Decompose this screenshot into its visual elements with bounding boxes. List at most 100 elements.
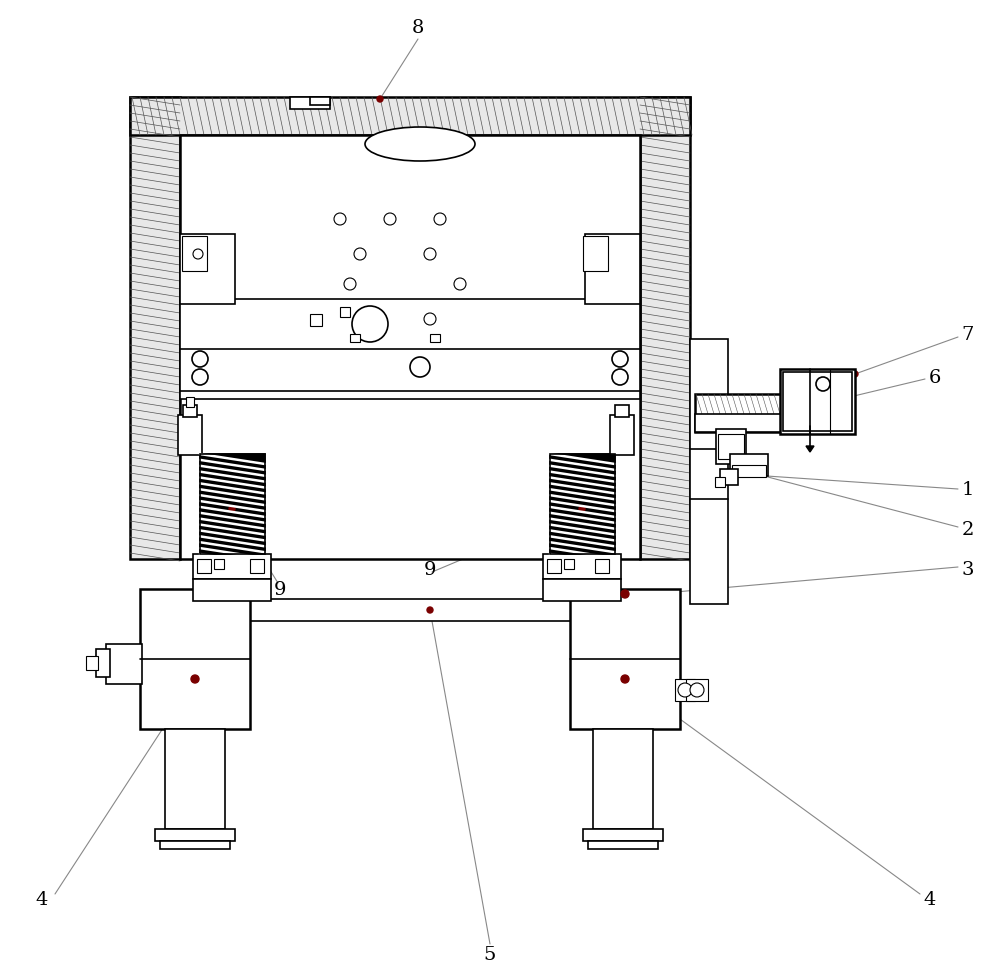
- Bar: [585, 235, 640, 305]
- Bar: [183, 406, 197, 418]
- Circle shape: [192, 370, 208, 385]
- Circle shape: [384, 214, 396, 226]
- Bar: [200, 455, 265, 555]
- Circle shape: [344, 279, 356, 290]
- Circle shape: [192, 352, 208, 368]
- Bar: [350, 334, 360, 342]
- Bar: [610, 416, 634, 456]
- Circle shape: [424, 314, 436, 326]
- Circle shape: [229, 507, 235, 512]
- Bar: [640, 98, 690, 559]
- Polygon shape: [806, 447, 814, 453]
- Circle shape: [424, 248, 436, 261]
- Bar: [250, 559, 264, 573]
- Bar: [730, 455, 768, 476]
- Text: 9: 9: [274, 580, 286, 599]
- Circle shape: [193, 249, 203, 260]
- Bar: [180, 350, 640, 391]
- Bar: [550, 455, 615, 555]
- Circle shape: [612, 370, 628, 385]
- Circle shape: [427, 607, 433, 613]
- Bar: [160, 841, 230, 849]
- Circle shape: [377, 97, 383, 103]
- Circle shape: [191, 676, 199, 684]
- Circle shape: [410, 358, 430, 378]
- Bar: [178, 416, 202, 456]
- Bar: [695, 394, 800, 432]
- Circle shape: [816, 378, 830, 391]
- Text: 1: 1: [962, 480, 974, 499]
- Bar: [310, 98, 330, 106]
- Bar: [180, 235, 235, 305]
- Bar: [595, 559, 609, 573]
- Bar: [588, 841, 658, 849]
- Bar: [615, 406, 629, 418]
- Circle shape: [579, 507, 585, 512]
- Bar: [695, 415, 800, 432]
- Bar: [780, 370, 855, 434]
- Bar: [182, 237, 207, 272]
- Bar: [214, 559, 224, 569]
- Circle shape: [434, 214, 446, 226]
- Bar: [715, 477, 725, 487]
- Bar: [593, 730, 653, 829]
- Bar: [200, 455, 265, 555]
- Bar: [197, 559, 211, 573]
- Bar: [86, 656, 98, 670]
- Circle shape: [334, 214, 346, 226]
- Circle shape: [807, 404, 813, 410]
- Circle shape: [621, 591, 629, 599]
- Bar: [716, 429, 746, 465]
- Bar: [193, 579, 271, 601]
- Circle shape: [354, 248, 366, 261]
- Circle shape: [678, 684, 692, 697]
- Bar: [686, 680, 708, 701]
- Text: 5: 5: [484, 945, 496, 963]
- Text: 3: 3: [962, 560, 974, 578]
- Bar: [290, 98, 330, 110]
- Bar: [583, 237, 608, 272]
- Circle shape: [454, 279, 466, 290]
- Ellipse shape: [365, 128, 475, 161]
- Bar: [310, 315, 322, 327]
- Text: 2: 2: [962, 520, 974, 539]
- Circle shape: [612, 352, 628, 368]
- Bar: [165, 730, 225, 829]
- Bar: [718, 434, 744, 460]
- Bar: [675, 680, 695, 701]
- Bar: [720, 469, 738, 485]
- Bar: [180, 299, 640, 400]
- Bar: [543, 579, 621, 601]
- Circle shape: [621, 676, 629, 684]
- Bar: [180, 136, 640, 559]
- Bar: [340, 308, 350, 318]
- Bar: [547, 559, 561, 573]
- Bar: [130, 98, 690, 136]
- Bar: [564, 559, 574, 569]
- Text: 9: 9: [424, 560, 436, 578]
- Bar: [155, 829, 235, 841]
- Bar: [106, 645, 142, 685]
- Circle shape: [690, 684, 704, 697]
- Text: 4: 4: [924, 890, 936, 908]
- Bar: [140, 590, 250, 730]
- Circle shape: [745, 471, 751, 477]
- Bar: [550, 455, 615, 555]
- Bar: [690, 339, 728, 604]
- Bar: [186, 398, 194, 408]
- Bar: [430, 334, 440, 342]
- Text: 8: 8: [412, 19, 424, 37]
- Circle shape: [354, 314, 366, 326]
- Bar: [583, 829, 663, 841]
- Text: 4: 4: [36, 890, 48, 908]
- Bar: [180, 600, 640, 621]
- Text: 6: 6: [929, 369, 941, 386]
- Bar: [130, 98, 180, 559]
- Circle shape: [352, 307, 388, 342]
- Text: 7: 7: [962, 326, 974, 343]
- Bar: [783, 373, 852, 431]
- Bar: [732, 466, 766, 477]
- Bar: [570, 590, 680, 730]
- Bar: [543, 555, 621, 579]
- Bar: [193, 555, 271, 579]
